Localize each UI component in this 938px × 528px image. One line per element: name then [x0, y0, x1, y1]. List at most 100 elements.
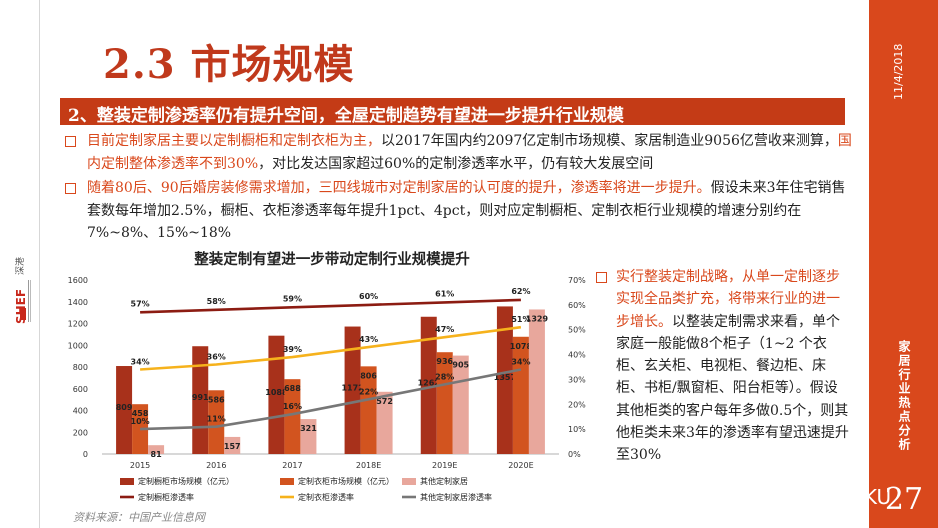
x-tick-label: 2015	[130, 461, 150, 470]
bullet-2-text: 随着80后、90后婚房装修需求增加，三四线城市对定制家居的认可度的提升，渗透率将…	[87, 177, 855, 245]
bar	[284, 379, 301, 454]
slide-date: 11/4/2018	[892, 43, 905, 100]
bar	[452, 355, 469, 454]
right-accent-bar	[869, 0, 938, 528]
line-value-label: 59%	[283, 294, 302, 303]
bullet-square-icon	[65, 136, 76, 147]
line-value-label: 36%	[207, 353, 226, 362]
bullet-2-body: 假设未来3年住宅销售套数每年增加2.5%，橱柜、衣柜渗透率每年提升1pct、4p…	[87, 180, 846, 241]
line-value-label: 34%	[511, 357, 530, 366]
logo-strip: SHEF 深港	[0, 0, 40, 528]
legend-label: 定制橱柜渗透率	[138, 492, 194, 502]
line-value-label: 62%	[511, 287, 530, 296]
bullet-1-text: 目前定制家居主要以定制橱柜和定制衣柜为主，以2017年国内约2097亿定制市场规…	[87, 130, 855, 175]
bar-value-label: 572	[376, 397, 393, 406]
logo-text: SHEF	[14, 289, 28, 324]
bullet-1-highlight: 目前定制家居主要以定制橱柜和定制衣柜为主，	[87, 133, 381, 149]
line-value-label: 22%	[359, 387, 378, 396]
x-tick-label: 2017	[282, 461, 302, 470]
bar-value-label: 809	[116, 403, 133, 412]
bullet-square-icon	[596, 272, 607, 283]
bar-value-label: 81	[151, 450, 163, 459]
side-note-highlight: 实行整装定制战略，从单一定制逐步实现全品类扩充，将带来行业的进一步增长。	[616, 269, 840, 330]
bar-value-label: 1329	[526, 314, 549, 323]
page-number: 27	[884, 482, 924, 517]
y-tick-label: 200	[73, 428, 88, 437]
y-tick-label: 1000	[68, 341, 88, 350]
wechat-watermark: 微信号: ShefPKU	[702, 480, 891, 510]
y2-tick-label: 10%	[568, 425, 586, 434]
chart-title: 整装定制有望进一步带动定制行业规模提升	[194, 250, 470, 268]
x-tick-label: 2020E	[508, 461, 533, 470]
x-tick-label: 2019E	[432, 461, 457, 470]
bar	[224, 436, 241, 454]
y2-tick-label: 60%	[568, 301, 586, 310]
bar	[436, 352, 453, 454]
shef-logo: SHEF 深港	[14, 257, 31, 324]
y2-tick-label: 30%	[568, 375, 586, 384]
legend-label: 定制橱柜市场规模（亿元）	[138, 476, 234, 486]
line-value-label: 61%	[435, 289, 454, 298]
x-tick-label: 2018E	[356, 461, 381, 470]
bullet-1-body: 以2017年国内约2097亿定制市场规模、家居制造业9056亿营收来测算，	[381, 133, 838, 149]
y2-tick-label: 20%	[568, 400, 586, 409]
bar	[116, 366, 133, 454]
y2-tick-label: 40%	[568, 351, 586, 360]
line-value-label: 39%	[283, 345, 302, 354]
bar	[376, 391, 393, 454]
line-value-label: 11%	[207, 415, 226, 424]
bar-value-label: 157	[224, 442, 241, 451]
side-note-text: 实行整装定制战略，从单一定制逐步实现全品类扩充，将带来行业的进一步增长。以整装定…	[596, 266, 851, 467]
bar	[132, 404, 149, 454]
legend-swatch	[280, 478, 294, 485]
bar-value-label: 458	[132, 409, 149, 418]
bar-value-label: 1262	[418, 378, 440, 387]
bar	[360, 366, 377, 454]
bar	[148, 445, 165, 454]
bar-value-label: 991	[192, 393, 209, 402]
logo-subtext: 深港	[14, 257, 26, 275]
x-tick-label: 2016	[206, 461, 226, 470]
legend-swatch	[120, 478, 134, 485]
legend-label: 定制衣柜市场规模（亿元）	[298, 476, 394, 486]
bar-value-label: 905	[452, 361, 469, 370]
y-tick-label: 1200	[68, 320, 88, 329]
bar-value-label: 806	[360, 371, 377, 380]
market-size-chart: 整装定制有望进一步带动定制行业规模提升 0 200 400 600 800 1000 1200…	[68, 250, 587, 502]
bar	[344, 326, 361, 454]
watermark-text: 微信号: ShefPKU	[734, 484, 892, 509]
y2-tick-label: 50%	[568, 326, 586, 335]
line-value-label: 57%	[131, 299, 150, 308]
divider	[39, 0, 40, 528]
legend-label: 其他定制家居渗透率	[420, 492, 492, 502]
y-tick-label: 800	[73, 363, 88, 372]
side-note: 实行整装定制战略，从单一定制逐步实现全品类扩充，将带来行业的进一步增长。以整装定…	[596, 266, 851, 467]
line-value-label: 34%	[131, 357, 150, 366]
series-line	[140, 325, 522, 371]
y2-tick-label: 70%	[568, 276, 586, 285]
bar	[420, 316, 437, 454]
bullet-1-end: ，对比发达国家超过60%的定制渗透率水平，仍有较大发展空间	[258, 155, 654, 172]
line-value-label: 47%	[435, 325, 454, 334]
line-value-label: 43%	[359, 335, 378, 344]
y-tick-label: 400	[73, 407, 88, 416]
legend-swatch	[402, 478, 416, 485]
bar-value-label: 1357	[494, 373, 516, 382]
y-tick-label: 1400	[68, 298, 88, 307]
line-value-label: 28%	[435, 372, 454, 381]
bullet-2-highlight: 随着80后、90后婚房装修需求增加，三四线城市对定制家居的认可度的提升，渗透率将…	[87, 180, 711, 196]
y-tick-label: 0	[83, 450, 88, 459]
bullet-square-icon	[65, 183, 76, 194]
series-line	[140, 298, 521, 314]
bar	[300, 419, 317, 454]
line-value-label: 10%	[131, 417, 150, 426]
line-value-label: 51%	[511, 315, 530, 324]
y-tick-label: 1600	[68, 276, 88, 285]
bar-value-label: 1172	[341, 383, 363, 392]
bar-value-label: 936	[436, 357, 453, 366]
page-title: 2.3 市场规模	[103, 41, 355, 88]
bar-value-label: 321	[300, 424, 317, 433]
legend-label: 其他定制家居	[420, 476, 468, 486]
section-vertical-title: 家居行业热点分析	[897, 340, 911, 452]
bullet-1-highlight-2: 国内定制整体渗透率不到30%	[87, 133, 852, 172]
